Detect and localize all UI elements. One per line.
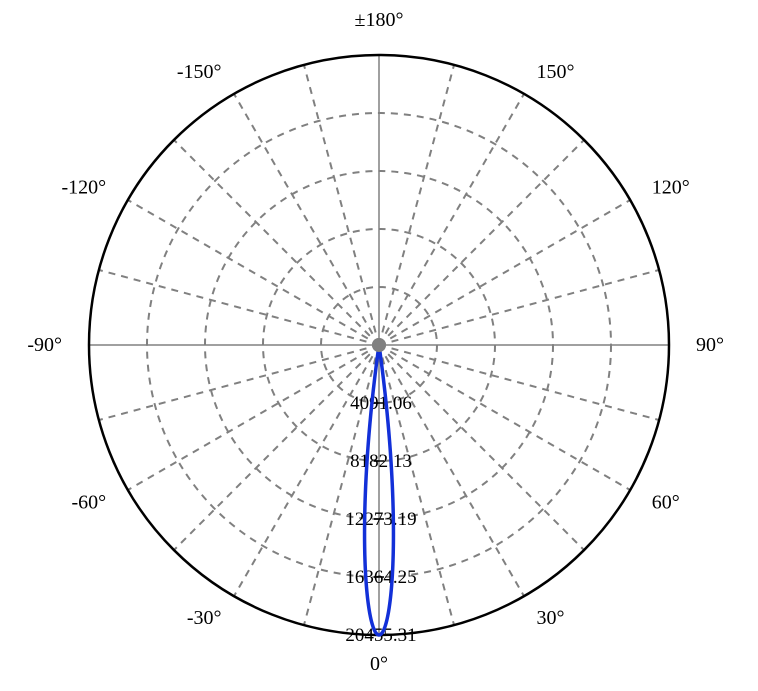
angle-label: -90°: [27, 334, 62, 356]
polar-chart: 4091.068182.1312273.1916364.2520455.310°…: [0, 0, 758, 691]
angle-label: -60°: [72, 492, 107, 514]
grid-spoke: [99, 270, 379, 345]
angle-label: 0°: [370, 653, 388, 675]
grid-spoke: [379, 200, 630, 345]
grid-spoke: [234, 94, 379, 345]
angle-label: -30°: [187, 607, 222, 629]
angle-label: 30°: [537, 607, 565, 629]
grid-spoke: [379, 270, 659, 345]
grid-spoke: [379, 94, 524, 345]
radial-label: 4091.06: [350, 393, 412, 414]
angle-label: 120°: [652, 177, 690, 199]
angle-label: -120°: [62, 177, 107, 199]
center-dot: [372, 338, 386, 352]
radial-label: 16364.25: [345, 567, 416, 588]
grid-spoke: [304, 65, 379, 345]
grid-spoke: [174, 140, 379, 345]
angle-label: 60°: [652, 492, 680, 514]
angle-label: ±180°: [355, 9, 404, 31]
grid-spoke: [379, 65, 454, 345]
grid-spoke: [128, 345, 379, 490]
radial-label: 12273.19: [345, 509, 416, 530]
radial-label: 8182.13: [350, 451, 412, 472]
angle-label: 90°: [696, 334, 724, 356]
grid-spoke: [379, 345, 630, 490]
grid-spoke: [99, 345, 379, 420]
angle-label: 150°: [537, 61, 575, 83]
grid-spoke: [128, 200, 379, 345]
grid-spoke: [379, 345, 659, 420]
grid-spoke: [379, 140, 584, 345]
angle-label: -150°: [177, 61, 222, 83]
